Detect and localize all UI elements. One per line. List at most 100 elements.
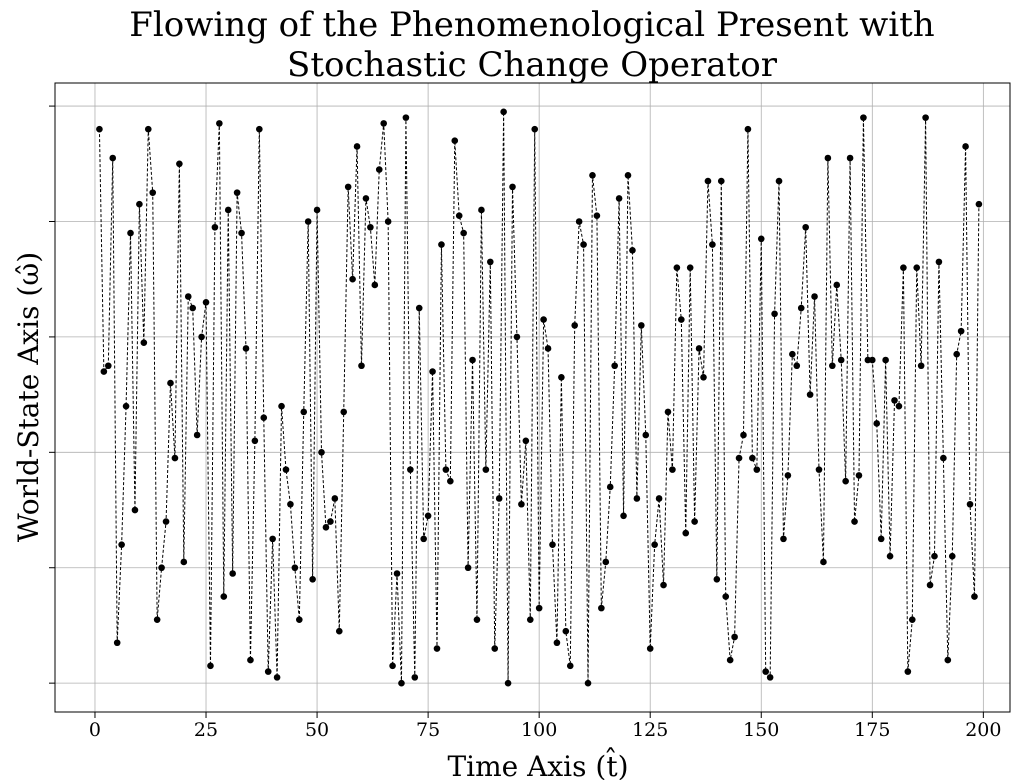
point <box>806 391 814 398</box>
point <box>162 518 170 525</box>
point <box>518 500 525 508</box>
point <box>655 495 663 502</box>
point <box>908 616 916 623</box>
point <box>460 229 467 237</box>
point <box>931 552 938 560</box>
point <box>469 356 476 364</box>
point <box>447 477 454 485</box>
x-tick-label: 125 <box>632 719 668 741</box>
point <box>615 195 623 202</box>
point <box>811 293 818 300</box>
point <box>704 177 712 185</box>
point <box>797 304 805 312</box>
point <box>229 570 236 577</box>
point <box>726 656 734 664</box>
point <box>531 125 539 133</box>
point <box>877 535 885 543</box>
x-tick-label: 0 <box>89 719 101 741</box>
point <box>829 362 836 370</box>
point <box>584 679 592 687</box>
point <box>846 154 854 162</box>
point <box>833 281 841 289</box>
point <box>562 627 570 635</box>
point <box>220 593 228 600</box>
point <box>384 218 392 225</box>
point <box>686 264 694 271</box>
point <box>309 575 316 583</box>
point <box>922 114 929 121</box>
point <box>513 333 521 341</box>
point <box>629 247 636 254</box>
x-tick-label: 175 <box>854 719 890 741</box>
point <box>855 472 863 479</box>
point <box>793 362 801 370</box>
point <box>873 420 881 427</box>
point <box>140 339 148 346</box>
point <box>127 229 134 237</box>
point <box>402 114 410 121</box>
point <box>442 466 450 473</box>
point <box>136 200 143 208</box>
point <box>131 506 139 514</box>
point <box>682 529 690 537</box>
point <box>957 327 965 335</box>
point <box>118 541 125 548</box>
point <box>789 350 796 358</box>
chart-title: Stochastic Change Operator <box>287 45 778 85</box>
point <box>438 241 445 248</box>
point <box>251 437 259 445</box>
point <box>429 368 436 375</box>
point <box>695 345 703 352</box>
point <box>233 189 241 196</box>
point <box>944 656 952 664</box>
point <box>731 633 738 641</box>
point <box>900 264 907 271</box>
point <box>962 143 969 150</box>
point <box>353 143 361 150</box>
point <box>389 662 396 670</box>
point <box>886 552 894 560</box>
point <box>153 616 161 623</box>
x-tick-label: 25 <box>194 719 218 741</box>
point <box>966 500 974 508</box>
point <box>144 125 152 133</box>
point <box>504 679 512 687</box>
point <box>282 466 290 473</box>
point <box>869 356 876 364</box>
point <box>100 368 108 375</box>
x-axis-label: Time Axis (t̂) <box>448 748 629 780</box>
point <box>322 524 330 531</box>
point <box>420 535 427 543</box>
point <box>184 293 192 300</box>
point <box>611 362 618 370</box>
point <box>478 206 485 214</box>
point <box>526 616 534 623</box>
point <box>380 120 387 127</box>
point <box>362 195 370 202</box>
point <box>860 114 867 121</box>
point <box>642 431 650 439</box>
point <box>802 223 809 231</box>
chart-title: Flowing of the Phenomenological Present … <box>129 5 934 45</box>
point <box>620 512 627 520</box>
point <box>291 564 299 572</box>
point <box>487 258 494 266</box>
point <box>344 183 352 191</box>
point <box>580 241 587 248</box>
point <box>105 362 112 370</box>
point <box>455 212 463 220</box>
point <box>598 604 605 612</box>
point <box>904 668 912 675</box>
point <box>917 362 925 370</box>
point <box>651 541 658 548</box>
point <box>673 264 681 271</box>
point <box>304 218 312 225</box>
point <box>313 206 321 214</box>
point <box>762 668 769 675</box>
point <box>753 466 761 473</box>
point <box>606 483 614 491</box>
point <box>744 125 752 133</box>
point <box>269 535 276 543</box>
point <box>189 304 196 312</box>
